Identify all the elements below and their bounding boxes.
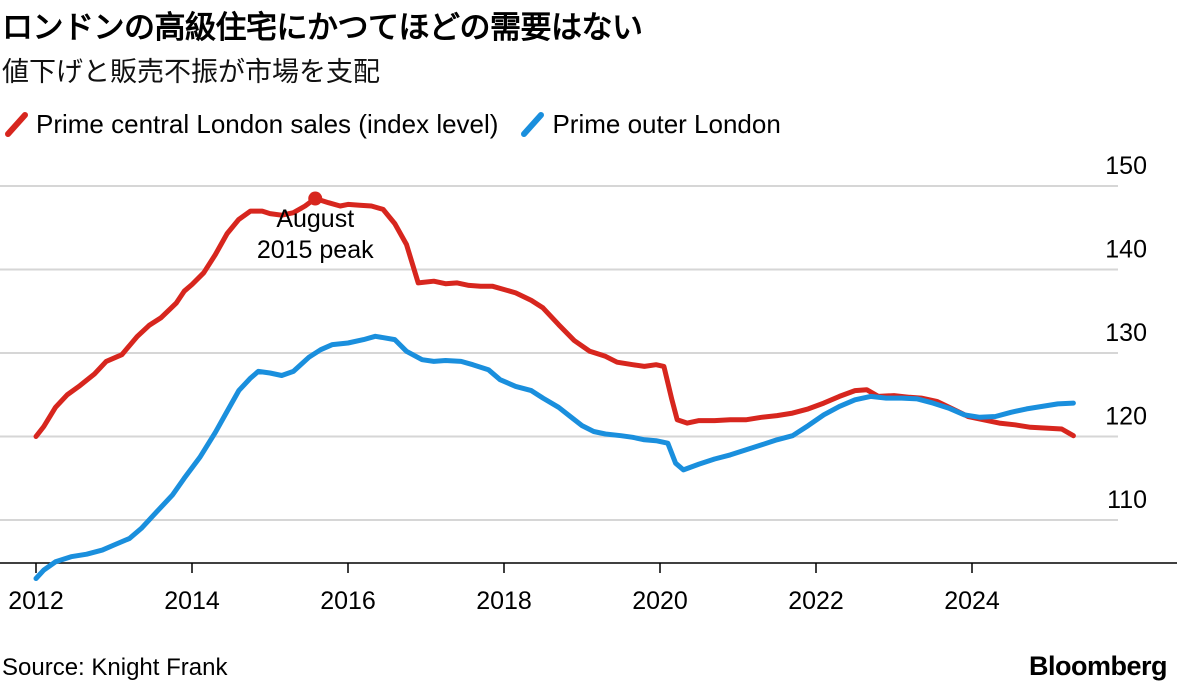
legend-swatch-central — [5, 112, 28, 137]
x-tick-label-2024: 2024 — [944, 587, 1000, 615]
y-tick-label-110: 110 — [1107, 486, 1147, 514]
annotation-text-line-2: 2015 peak — [257, 236, 374, 264]
legend-swatch-outer — [521, 112, 545, 137]
y-tick-label-120: 120 — [1105, 403, 1147, 431]
chart-subtitle: 値下げと販売不振が市場を支配 — [2, 57, 380, 88]
series-line-outer — [33, 333, 1076, 581]
y-tick-label-140: 140 — [1105, 236, 1147, 264]
bloomberg-logo: Bloomberg — [1028, 651, 1168, 681]
legend-label-central: Prime central London sales (index level) — [36, 108, 499, 139]
x-tick-label-2022: 2022 — [788, 587, 844, 615]
y-tick-label-130: 130 — [1105, 319, 1147, 347]
peak-marker — [308, 191, 323, 206]
x-tick-label-2020: 2020 — [632, 587, 688, 615]
x-tick-label-2018: 2018 — [476, 587, 532, 615]
chart-title: ロンドンの高級住宅にかつてほどの需要はない — [2, 10, 643, 46]
x-tick-label-2016: 2016 — [320, 587, 376, 615]
x-tick-label-2012: 2012 — [8, 587, 64, 615]
legend-item-outer: Prime outer London — [520, 106, 781, 142]
series-line-central — [33, 196, 1076, 439]
legend-item-central: Prime central London sales (index level) — [4, 106, 498, 142]
legend: Prime central London sales (index level)… — [4, 106, 803, 142]
legend-label-outer: Prime outer London — [552, 108, 781, 139]
annotation-text-line-1: August — [276, 205, 354, 233]
source-note: Source: Knight Frank — [2, 654, 228, 681]
x-tick-label-2014: 2014 — [164, 587, 220, 615]
y-tick-label-150: 150 — [1105, 152, 1147, 180]
